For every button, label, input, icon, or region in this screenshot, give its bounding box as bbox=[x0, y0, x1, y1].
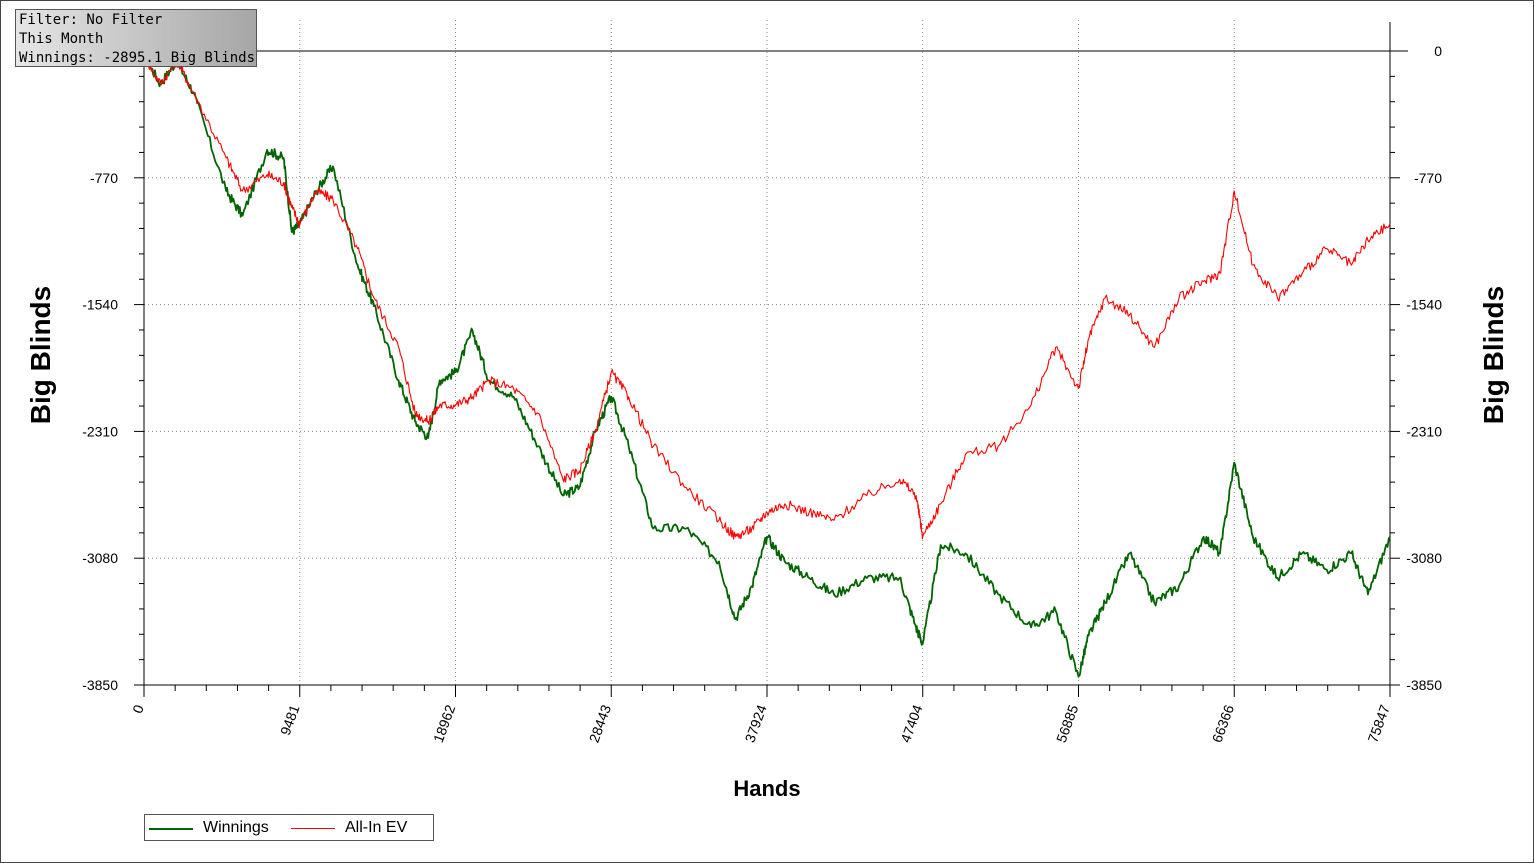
legend-item-allin-ev: All-In EV bbox=[291, 818, 431, 838]
x-tick-label: 9481 bbox=[277, 702, 303, 737]
legend-label-allin-ev: All-In EV bbox=[345, 819, 408, 836]
x-tick-label: 28443 bbox=[586, 702, 614, 744]
x-tick-label: 37924 bbox=[741, 702, 769, 744]
y-tick-label-right: 0 bbox=[1434, 43, 1442, 59]
legend-item-winnings: Winnings bbox=[149, 818, 279, 838]
axes-layer bbox=[134, 22, 1400, 697]
y-tick-label-left: -1540 bbox=[82, 297, 118, 313]
x-tick-label: 18962 bbox=[430, 702, 458, 744]
x-tick-label: 47404 bbox=[897, 702, 925, 744]
y-axis-label-right: Big Blinds bbox=[1478, 286, 1509, 424]
y-tick-label-left: -3850 bbox=[82, 677, 118, 693]
grid-layer bbox=[144, 20, 1408, 685]
x-tick-label: 75847 bbox=[1364, 702, 1392, 744]
legend: Winnings All-In EV bbox=[144, 814, 434, 841]
y-tick-label-right: -3850 bbox=[1406, 677, 1442, 693]
filter-info-box: Filter: No Filter This Month Winnings: -… bbox=[15, 9, 257, 67]
y-tick-label-left: -3080 bbox=[82, 550, 118, 566]
y-tick-label-right: -2310 bbox=[1406, 423, 1442, 439]
series-line-winnings bbox=[143, 52, 1391, 678]
x-tick-label: 0 bbox=[129, 702, 147, 715]
series-line-allin-ev bbox=[143, 55, 1391, 540]
y-tick-label-right: -3080 bbox=[1406, 550, 1442, 566]
labels-layer: 0 9481 18962 28443 37924 47404 56885 66366 75847… bbox=[82, 43, 1442, 745]
filter-line: Filter: No Filter bbox=[19, 12, 163, 28]
legend-swatch-winnings bbox=[149, 828, 193, 830]
y-tick-label-left: -2310 bbox=[82, 423, 118, 439]
winnings-line: Winnings: -2895.1 Big Blinds bbox=[19, 50, 256, 66]
y-axis-label-left: Big Blinds bbox=[25, 286, 56, 424]
period-line: This Month bbox=[19, 31, 104, 47]
y-tick-label-left: -770 bbox=[90, 170, 118, 186]
x-tick-label: 56885 bbox=[1053, 702, 1081, 744]
x-tick-label: 66366 bbox=[1209, 702, 1237, 744]
x-axis-label: Hands bbox=[733, 776, 800, 801]
series-layer bbox=[143, 52, 1391, 678]
legend-swatch-allin-ev bbox=[291, 828, 335, 829]
y-tick-label-right: -1540 bbox=[1406, 297, 1442, 313]
legend-label-winnings: Winnings bbox=[203, 819, 269, 836]
y-tick-label-right: -770 bbox=[1414, 170, 1442, 186]
